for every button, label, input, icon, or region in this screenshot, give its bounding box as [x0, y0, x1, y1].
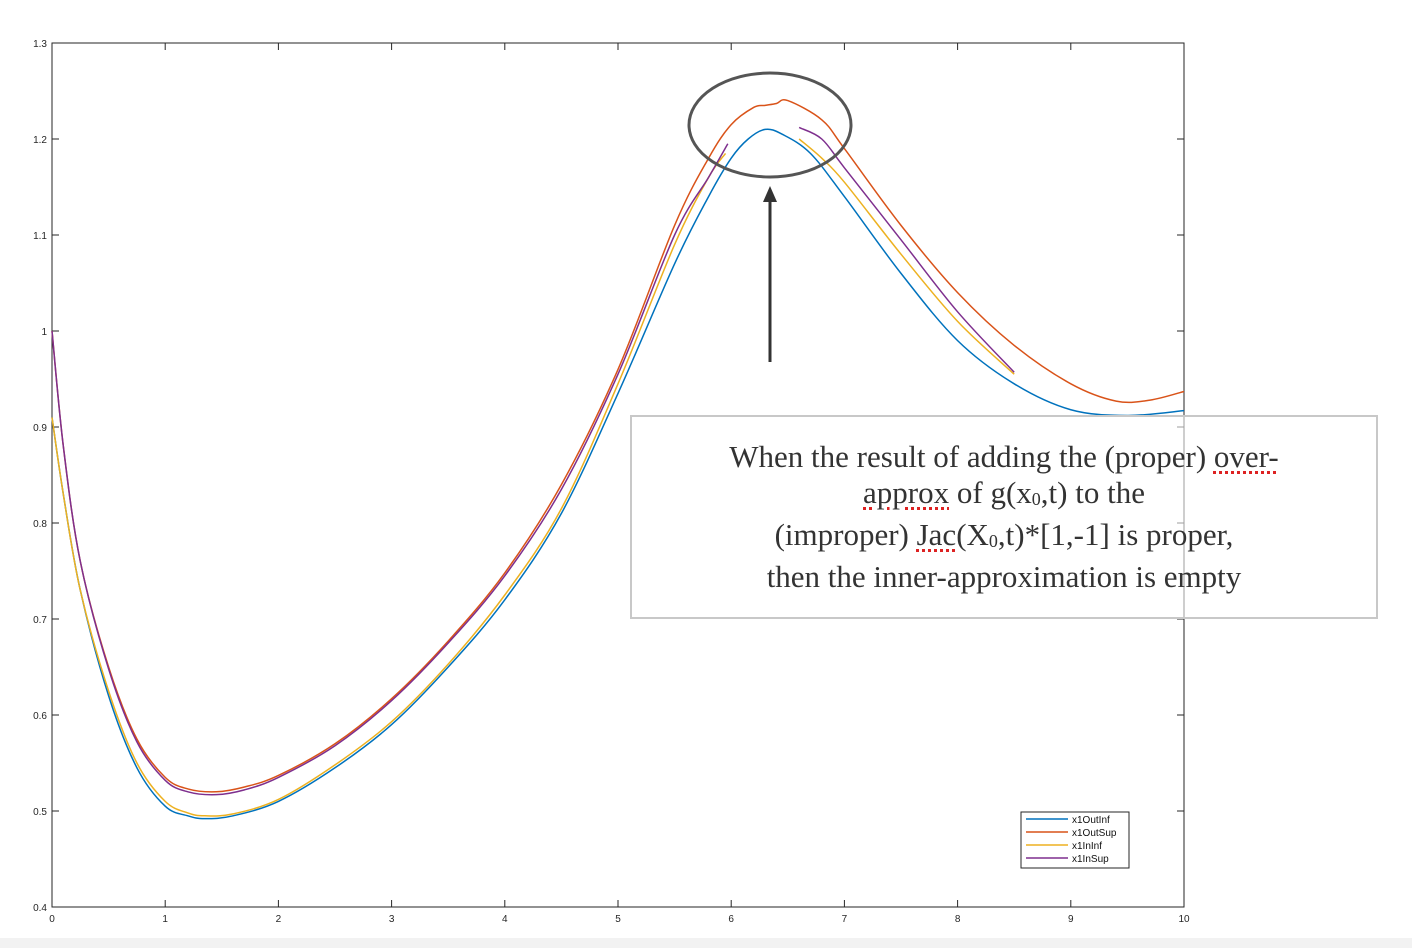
- annotation-arrow: [763, 186, 777, 362]
- x-tick-label: 8: [955, 914, 961, 925]
- y-tick-label: 1.1: [33, 231, 47, 242]
- y-tick-label: 1.2: [33, 135, 47, 146]
- series-lines: [51, 99, 1185, 820]
- y-tick-label: 0.4: [33, 903, 47, 914]
- x-tick-label: 0: [49, 914, 55, 925]
- x-tick-label: 1: [162, 914, 168, 925]
- series-line-x1InSup: [798, 126, 1015, 373]
- y-tick-label: 0.7: [33, 615, 47, 626]
- series-line-x1InInf: [798, 138, 1015, 375]
- annotation-line-1: When the result of adding the (proper) o…: [729, 439, 1278, 475]
- x-tick-label: 3: [389, 914, 395, 925]
- annotation-text: Jac: [916, 517, 957, 552]
- series-line-x1InInf: [51, 152, 727, 817]
- annotation-line-2: approx of g(x0,t) to the: [863, 475, 1145, 517]
- annotation-subscript: 0: [1031, 489, 1041, 509]
- legend-label: x1InInf: [1072, 841, 1102, 852]
- annotation-text: over-: [1213, 439, 1279, 474]
- x-tick-label: 2: [276, 914, 282, 925]
- series-line-x1OutSup: [51, 99, 1185, 793]
- annotation-line-4: then the inner-approximation is empty: [767, 559, 1242, 595]
- annotation-text: ,t) to the: [1040, 475, 1145, 510]
- legend: x1OutInf x1OutSup x1InInf x1InSup: [1020, 811, 1130, 869]
- y-tick-label: 0.5: [33, 807, 47, 818]
- series-line-x1OutInf: [51, 128, 1185, 820]
- annotation-text: (X: [956, 517, 989, 552]
- x-tick-label: 5: [615, 914, 621, 925]
- axis-ticks: 0 1 2 3 4 5 6 7 8 9 10 0.4 0.5 0.6 0.7 0.8 0.9 1 1.1 1.2 1.3: [33, 39, 1190, 925]
- annotation-text: ,t)*[1,-1] is proper,: [997, 517, 1234, 552]
- y-tick-label: 1.3: [33, 39, 47, 50]
- annotation-box: When the result of adding the (proper) o…: [630, 415, 1378, 619]
- annotation-text: approx: [863, 475, 950, 510]
- legend-label: x1OutInf: [1072, 815, 1110, 826]
- annotation-line-3: (improper) Jac(X0,t)*[1,-1] is proper,: [775, 517, 1234, 559]
- legend-label: x1OutSup: [1072, 828, 1117, 839]
- annotation-subscript: 0: [988, 531, 998, 551]
- y-tick-label: 0.6: [33, 711, 47, 722]
- x-tick-label: 6: [728, 914, 734, 925]
- series-line-x1InSup: [51, 143, 729, 796]
- y-tick-label: 1: [41, 327, 47, 338]
- annotation-text: When the result of adding the (proper): [729, 439, 1214, 474]
- y-tick-label: 0.8: [33, 519, 47, 530]
- window-bottom-strip: [0, 938, 1412, 948]
- x-tick-label: 4: [502, 914, 508, 925]
- legend-label: x1InSup: [1072, 854, 1109, 865]
- annotation-text: of g(x: [949, 475, 1032, 510]
- y-tick-label: 0.9: [33, 423, 47, 434]
- x-tick-label: 7: [842, 914, 848, 925]
- annotation-text: then the inner-approximation is empty: [766, 559, 1242, 594]
- highlight-ellipse: [687, 71, 853, 179]
- x-tick-label: 9: [1068, 914, 1074, 925]
- x-tick-label: 10: [1178, 914, 1190, 925]
- annotation-text: (improper): [774, 517, 917, 552]
